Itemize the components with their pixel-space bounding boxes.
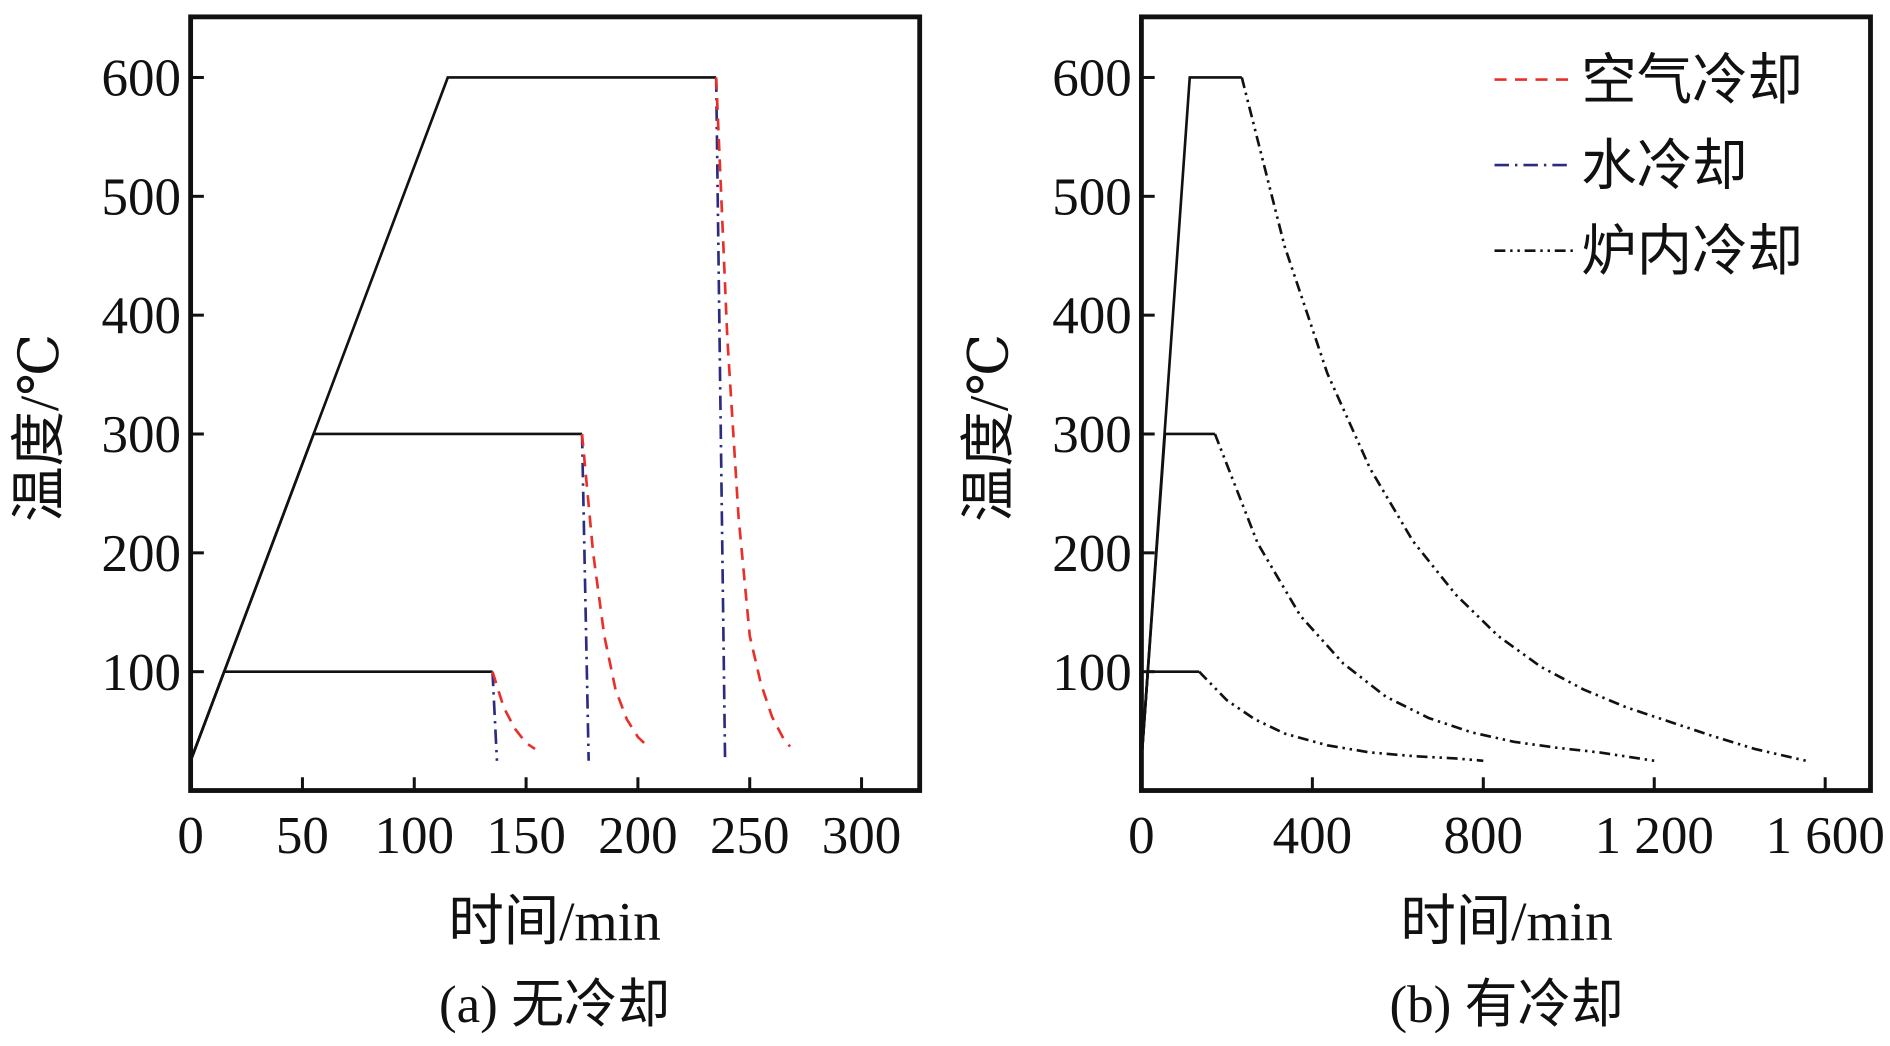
- legend-label: 空气冷却: [1581, 50, 1803, 111]
- x-tick-label: 150: [486, 807, 566, 865]
- y-tick-label: 200: [101, 525, 181, 583]
- legend-label: 水冷却: [1581, 135, 1747, 196]
- plot-frame: [188, 14, 923, 793]
- series-dashdotdot-line-0: [1240, 77, 1807, 763]
- y-tick-label: 500: [101, 168, 181, 226]
- x-tick-label: 100: [375, 807, 455, 865]
- y-tick-label: 400: [1052, 287, 1132, 345]
- series-solid-line-0: [1140, 76, 1242, 761]
- x-tick-label: 800: [1444, 807, 1524, 865]
- series-solid-line-1: [1140, 432, 1215, 761]
- x-tick-label: 400: [1273, 807, 1353, 865]
- y-tick-label: 600: [101, 50, 181, 108]
- plot-frame: [1139, 14, 1873, 793]
- series-dashdot-line-1: [580, 433, 590, 761]
- series-dashed-line-0: [491, 671, 536, 751]
- y-tick-label: 600: [1052, 50, 1132, 108]
- series-dashdotdot-line-1: [1213, 433, 1655, 763]
- panel-b-caption: (b) 有冷却: [1389, 976, 1623, 1034]
- y-tick-label: 400: [101, 287, 181, 345]
- x-tick-label: 50: [276, 807, 329, 865]
- y-tick-label: 300: [1052, 406, 1132, 464]
- series-dashed-line-2: [714, 77, 792, 748]
- x-tick-label: 1 600: [1766, 807, 1885, 865]
- y-tick-label: 100: [1052, 644, 1132, 702]
- y-tick-label: 200: [1052, 525, 1132, 583]
- panel-b-with-cooling: (b) 有冷却 时间/min 温度/℃ 0 400 800 1 200 1 600 100…: [959, 14, 1885, 1034]
- y-tick-label: 100: [101, 644, 181, 702]
- panel-a-ylabel: 温度/℃: [9, 334, 70, 522]
- panel-a-caption: (a) 无冷却: [439, 976, 670, 1034]
- panel-b-ylabel: 温度/℃: [959, 334, 1020, 522]
- panel-b-xlabel: 时间/min: [1400, 891, 1612, 952]
- x-tick-label: 1 200: [1595, 807, 1714, 865]
- panel-a-no-cooling: (a) 无冷却 时间/min 温度/℃ 0 50 100 150 200 250 300 10…: [9, 14, 923, 1034]
- series-solid-line-2: [1140, 670, 1200, 761]
- y-tick-label: 500: [1052, 168, 1132, 226]
- series-dashdot-line-0: [491, 671, 499, 761]
- y-tick-label: 300: [101, 406, 181, 464]
- series-solid-line-0: [189, 76, 717, 762]
- series-dashed-line-1: [580, 433, 650, 749]
- series-solid-line-2: [189, 670, 493, 762]
- series-solid-line-1: [189, 432, 583, 762]
- x-tick-label: 0: [1128, 807, 1155, 865]
- panel-a-xlabel: 时间/min: [448, 891, 660, 952]
- x-tick-label: 200: [598, 807, 678, 865]
- series-dashdotdot-line-2: [1198, 670, 1484, 763]
- x-tick-label: 0: [177, 807, 204, 865]
- legend-label: 炉内冷却: [1581, 221, 1803, 282]
- x-tick-label: 300: [822, 807, 902, 865]
- x-tick-label: 250: [710, 807, 790, 865]
